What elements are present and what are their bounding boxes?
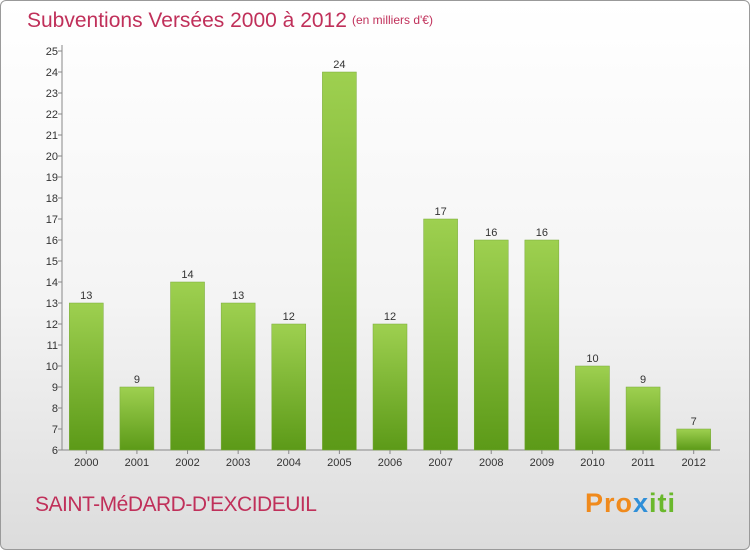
x-tick-label: 2012	[681, 457, 705, 469]
bar-value-label: 12	[283, 311, 295, 323]
y-tick-label: 15	[46, 256, 58, 268]
bar	[372, 323, 408, 451]
y-tick-label: 7	[52, 424, 58, 436]
x-tick-label: 2011	[631, 457, 655, 469]
bar-value-label: 14	[181, 269, 193, 281]
bar-value-label: 7	[691, 416, 697, 428]
y-tick-label: 17	[46, 214, 58, 226]
y-tick-label: 8	[52, 403, 58, 415]
x-tick-label: 2008	[479, 457, 503, 469]
chart-subtitle: (en milliers d'€)	[352, 13, 433, 27]
y-axis-ticks: 6 7 8 9 10 11 12 13 14 15 16 17 18 19 20 21 22 23 24 25	[46, 46, 62, 457]
bar-value-label: 9	[640, 374, 646, 386]
y-tick-label: 20	[46, 151, 58, 163]
bar-value-label: 16	[536, 227, 548, 239]
y-tick-label: 13	[46, 298, 58, 310]
bar-value-label: 13	[232, 290, 244, 302]
bar-value-label: 9	[134, 374, 140, 386]
y-tick-label: 16	[46, 235, 58, 247]
logo-part-3: iti	[649, 488, 677, 518]
y-tick-label: 22	[46, 109, 58, 121]
x-tick-label: 2005	[327, 457, 351, 469]
x-tick-label: 2009	[530, 457, 554, 469]
y-tick-label: 12	[46, 319, 58, 331]
x-tick-label: 2007	[428, 457, 452, 469]
logo-part-1: Pro	[585, 488, 634, 518]
y-tick-label: 23	[46, 88, 58, 100]
x-tick-label: 2000	[74, 457, 98, 469]
bar-value-label: 16	[485, 227, 497, 239]
bar	[69, 302, 104, 451]
bar	[119, 386, 155, 451]
bar	[322, 71, 357, 451]
y-tick-label: 18	[46, 193, 58, 205]
bar	[423, 218, 458, 451]
bar	[676, 428, 711, 451]
y-tick-label: 6	[52, 445, 58, 457]
chart-title: Subventions Versées 2000 à 2012	[27, 9, 347, 32]
bar-value-label: 10	[586, 353, 598, 365]
logo-part-2: x	[633, 488, 650, 518]
bar	[473, 239, 509, 451]
x-tick-label: 2010	[580, 457, 604, 469]
x-tick-label: 2002	[175, 457, 199, 469]
y-tick-label: 9	[52, 382, 58, 394]
x-tick-label: 2001	[125, 457, 149, 469]
bar	[625, 386, 661, 451]
bar	[575, 365, 610, 451]
y-tick-label: 19	[46, 172, 58, 184]
y-tick-label: 11	[47, 340, 58, 352]
y-tick-label: 24	[46, 67, 58, 79]
y-tick-label: 14	[46, 277, 58, 289]
bar	[220, 302, 256, 451]
bar-value-label: 13	[80, 290, 92, 302]
chart-bars: 13 9 14 13 12 24 12 17 16 16 10 9 7	[69, 59, 711, 451]
commune-name: SAINT-MéDARD-D'EXCIDEUIL	[35, 493, 317, 516]
bar-value-label: 12	[384, 311, 396, 323]
x-tick-label: 2004	[277, 457, 301, 469]
bar	[170, 281, 205, 451]
bar	[271, 323, 307, 451]
bar-value-label: 17	[434, 206, 446, 218]
y-tick-label: 25	[46, 46, 58, 58]
y-tick-label: 10	[46, 361, 58, 373]
y-tick-label: 21	[46, 130, 58, 142]
proxiti-logo: Proxiti	[585, 488, 676, 519]
x-axis-ticks: 2000 2001 2002 2003 2004 2005 2006 2007 2008 2009…	[74, 450, 706, 469]
x-tick-label: 2006	[378, 457, 402, 469]
bar-value-label: 24	[333, 59, 345, 71]
bar	[524, 239, 560, 451]
x-tick-label: 2003	[226, 457, 250, 469]
